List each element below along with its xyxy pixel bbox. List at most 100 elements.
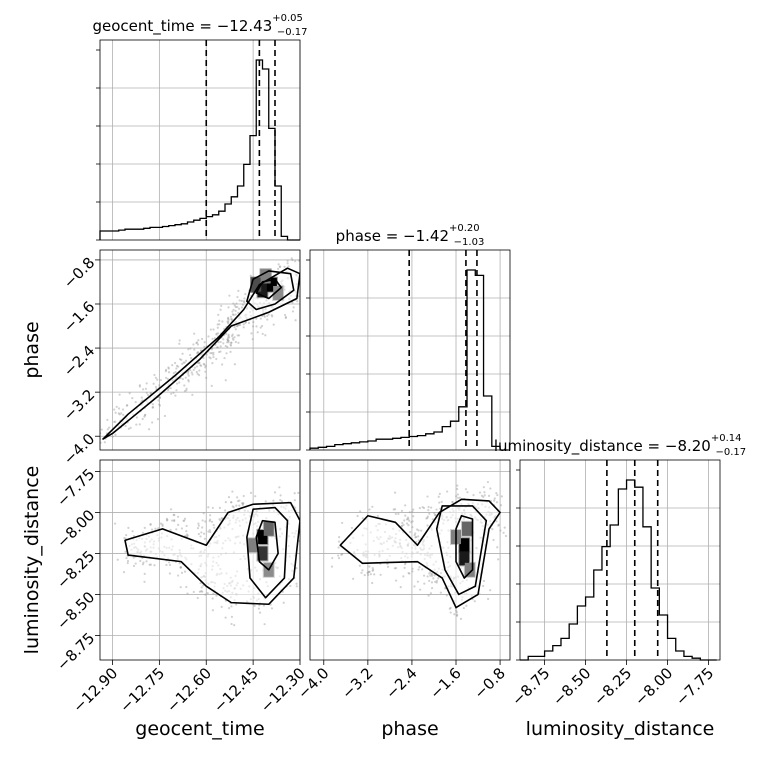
- sample-point: [233, 326, 236, 329]
- x-axis-label-geocent-time: geocent_time: [135, 718, 264, 740]
- panel-frame: [99, 39, 301, 241]
- sample-point: [213, 337, 216, 340]
- title-phase-upper: +0.20: [449, 223, 480, 234]
- sample-point: [111, 435, 114, 438]
- sample-point: [260, 324, 264, 328]
- sample-point: [466, 491, 469, 494]
- sample-point: [197, 351, 200, 354]
- sample-point: [216, 323, 219, 326]
- sample-point: [154, 385, 158, 389]
- sample-point: [492, 538, 495, 542]
- sample-point: [437, 495, 440, 498]
- sample-point: [411, 567, 414, 570]
- sample-point: [412, 508, 415, 511]
- sample-point: [205, 376, 208, 379]
- sample-point: [241, 503, 244, 507]
- sample-point: [234, 309, 237, 312]
- sample-point: [151, 406, 154, 409]
- hist-panel-geocent-time: [96, 39, 301, 241]
- sample-point: [297, 295, 300, 298]
- sample-point: [192, 590, 195, 594]
- sample-point: [284, 315, 288, 319]
- sample-point: [359, 510, 362, 513]
- sample-point: [212, 351, 215, 354]
- sample-point: [146, 393, 150, 397]
- sample-point: [449, 611, 452, 614]
- sample-point: [456, 613, 459, 616]
- sample-point: [283, 265, 286, 268]
- sample-point: [196, 527, 200, 530]
- sample-point: [218, 518, 221, 521]
- sample-point: [229, 343, 232, 346]
- sample-point: [166, 389, 170, 392]
- sample-point: [438, 501, 441, 504]
- sample-point: [367, 571, 370, 574]
- sample-point: [230, 317, 233, 321]
- sample-point: [266, 318, 269, 321]
- histogram-step-geocent-time: [99, 59, 300, 241]
- histogram-step-phase: [309, 269, 509, 451]
- sample-point: [158, 404, 162, 407]
- sample-point: [187, 370, 190, 374]
- density-cell: [266, 277, 277, 292]
- sample-point: [166, 518, 169, 521]
- sample-point: [413, 585, 416, 588]
- sample-point: [212, 523, 215, 527]
- sample-point: [435, 508, 438, 511]
- sample-point: [161, 523, 164, 526]
- sample-point: [400, 509, 404, 512]
- sample-point: [183, 390, 187, 393]
- sample-point: [202, 512, 205, 515]
- sample-point: [231, 310, 234, 313]
- sample-point: [224, 501, 227, 504]
- sample-point: [296, 300, 299, 303]
- panel-frame: [309, 249, 511, 451]
- sample-point: [197, 339, 200, 342]
- sample-point: [185, 585, 188, 589]
- sample-point: [151, 406, 155, 409]
- sample-point: [371, 567, 374, 570]
- sample-point: [100, 428, 103, 431]
- sample-point: [262, 604, 266, 607]
- sample-point: [287, 265, 290, 268]
- sample-point: [149, 523, 152, 526]
- contour-fill: [125, 502, 300, 605]
- sample-point: [422, 574, 426, 577]
- sample-point: [156, 418, 160, 421]
- sample-point: [200, 590, 203, 593]
- x-tick-label: −3.2: [338, 664, 376, 702]
- sample-point: [420, 529, 423, 532]
- sample-point: [464, 488, 468, 491]
- sample-point: [212, 353, 215, 356]
- sample-point: [183, 519, 186, 522]
- sample-point: [227, 316, 230, 319]
- x-tick-label: −12.45: [210, 664, 262, 716]
- sample-point: [403, 519, 406, 522]
- sample-point: [465, 604, 468, 607]
- sample-point: [282, 601, 285, 604]
- sample-point: [195, 341, 199, 344]
- sample-point: [212, 592, 215, 595]
- sample-point: [256, 331, 259, 334]
- sample-point: [158, 403, 161, 406]
- sample-point: [367, 573, 370, 577]
- sample-point: [180, 571, 184, 574]
- sample-point: [403, 563, 407, 566]
- sample-point: [242, 494, 245, 498]
- sample-point: [204, 520, 207, 523]
- sample-point: [226, 338, 229, 341]
- sample-point: [166, 377, 169, 381]
- contour-fill: [103, 268, 300, 439]
- sample-point: [193, 366, 197, 369]
- sample-point: [433, 512, 436, 515]
- sample-point: [338, 536, 341, 539]
- sample-point: [117, 412, 120, 415]
- sample-point: [179, 566, 182, 569]
- sample-point: [187, 348, 190, 351]
- sample-point: [103, 441, 106, 444]
- sample-point: [175, 364, 179, 367]
- x-tick-label: −12.75: [116, 664, 168, 716]
- sample-point: [454, 609, 458, 612]
- sample-point: [290, 257, 293, 260]
- sample-point: [125, 533, 128, 537]
